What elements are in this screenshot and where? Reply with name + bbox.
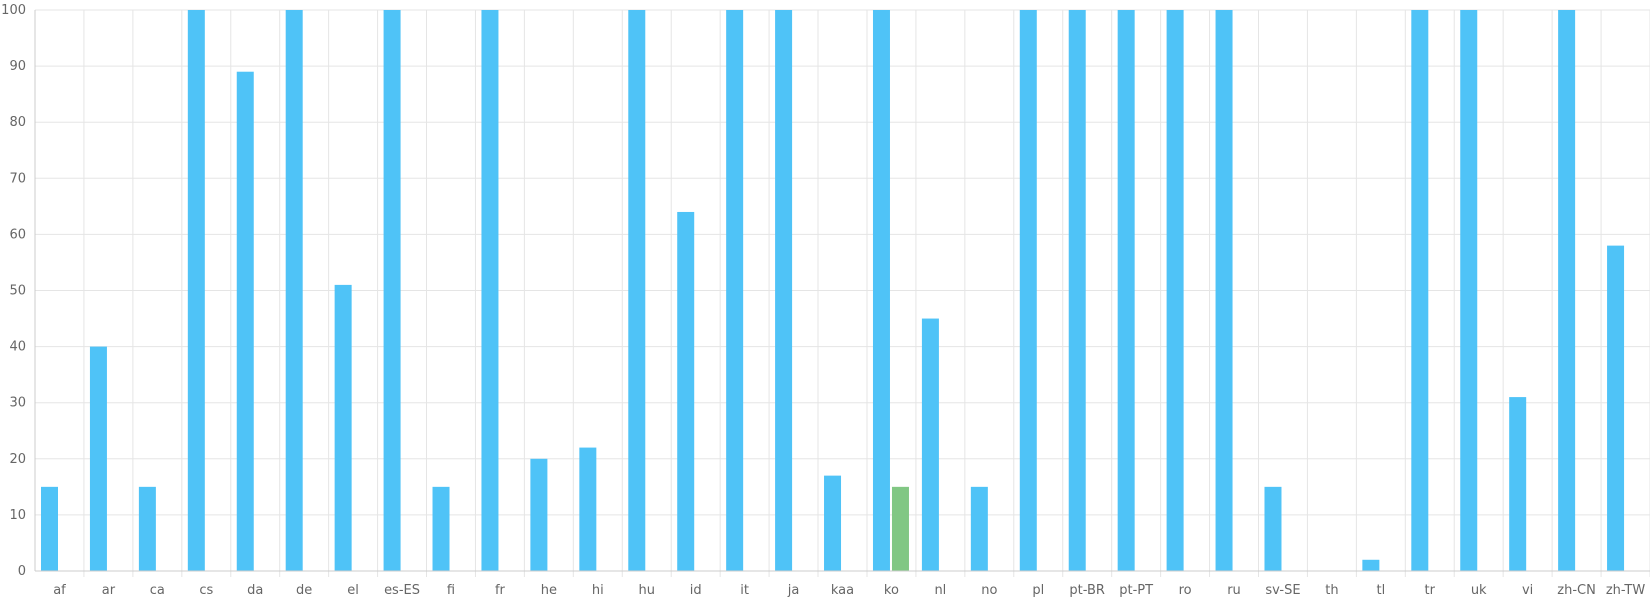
bar-kaa[interactable]: [824, 475, 842, 571]
bar-es-ES[interactable]: [383, 10, 401, 571]
bar-hu[interactable]: [628, 10, 646, 571]
bar-cs[interactable]: [187, 10, 205, 571]
bar-nl[interactable]: [921, 318, 939, 571]
bar-ru[interactable]: [1215, 10, 1233, 571]
bars: [41, 10, 1625, 572]
y-tick-label: 70: [9, 171, 26, 186]
x-tick-label: nl: [934, 583, 946, 598]
x-tick-label: da: [247, 583, 263, 598]
x-tick-label: fr: [495, 583, 506, 598]
y-tick-label: 60: [9, 227, 26, 242]
x-tick-label: he: [541, 583, 557, 598]
bar-ko-s1[interactable]: [891, 486, 909, 571]
bar-ro[interactable]: [1166, 10, 1184, 571]
x-tick-label: uk: [1471, 583, 1487, 598]
x-tick-label: ro: [1179, 583, 1192, 598]
x-tick-label: ar: [102, 583, 116, 598]
bar-id[interactable]: [677, 211, 695, 571]
bar-el[interactable]: [334, 284, 352, 571]
x-tick-label: sv-SE: [1265, 583, 1300, 598]
bar-da[interactable]: [236, 71, 254, 572]
bar-no[interactable]: [970, 486, 988, 571]
bar-tl[interactable]: [1362, 559, 1380, 571]
x-tick-label: it: [740, 583, 749, 598]
x-tick-label: es-ES: [384, 583, 420, 598]
bar-it[interactable]: [726, 10, 744, 571]
bar-sv-SE[interactable]: [1264, 486, 1282, 571]
x-tick-label: ru: [1227, 583, 1241, 598]
x-tick-label: pt-PT: [1119, 583, 1153, 598]
x-tick-label: no: [981, 583, 997, 598]
x-tick-label: ca: [150, 583, 165, 598]
y-tick-label: 10: [9, 508, 26, 523]
bar-tr[interactable]: [1411, 10, 1429, 571]
x-tick-label: pl: [1032, 583, 1044, 598]
y-tick-label: 100: [1, 3, 26, 18]
x-tick-label: th: [1325, 583, 1338, 598]
x-tick-label: id: [690, 583, 702, 598]
y-tick-label: 90: [9, 59, 26, 74]
x-tick-label: de: [296, 583, 312, 598]
bar-he[interactable]: [530, 458, 548, 571]
x-tick-label: fi: [447, 583, 455, 598]
x-tick-label: el: [347, 583, 359, 598]
y-tick-label: 80: [9, 115, 26, 130]
x-tick-label: zh-TW: [1606, 583, 1646, 598]
x-tick-label: kaa: [831, 583, 854, 598]
x-tick-labels: af ar ca cs da de el es-ES fi fr he hi hu id it ja kaa ko…: [53, 583, 1645, 598]
bar-fi[interactable]: [432, 486, 450, 571]
y-tick-label: 20: [9, 452, 26, 467]
bar-zh-TW[interactable]: [1607, 245, 1625, 571]
bar-ca[interactable]: [138, 486, 156, 571]
bar-pt-PT[interactable]: [1117, 10, 1135, 571]
x-tick-label: tl: [1376, 583, 1385, 598]
axes: [34, 10, 1650, 572]
x-tick-label: af: [53, 583, 66, 598]
x-tick-label: hu: [639, 583, 655, 598]
x-tick-label: hi: [592, 583, 604, 598]
x-tick-label: vi: [1522, 583, 1533, 598]
x-tick-label: ja: [787, 583, 800, 598]
bar-vi[interactable]: [1509, 397, 1527, 571]
y-tick-label: 40: [9, 340, 26, 355]
bar-de[interactable]: [285, 10, 303, 571]
bar-pl[interactable]: [1019, 10, 1037, 571]
x-tick-label: cs: [199, 583, 213, 598]
bar-ja[interactable]: [775, 10, 793, 571]
y-tick-label: 50: [9, 284, 26, 299]
bar-zh-CN[interactable]: [1558, 10, 1576, 571]
x-tick-label: pt-BR: [1069, 583, 1105, 598]
bar-ar[interactable]: [89, 346, 107, 571]
bar-ko[interactable]: [872, 10, 890, 571]
x-tick-label: tr: [1425, 583, 1436, 598]
bar-pt-BR[interactable]: [1068, 10, 1086, 571]
x-tick-label: ko: [884, 583, 899, 598]
bar-uk[interactable]: [1460, 10, 1478, 571]
grid-lines: [35, 9, 1650, 577]
y-tick-label: 30: [9, 396, 26, 411]
bar-fr[interactable]: [481, 10, 499, 571]
y-tick-labels: 0 10 20 30 40 50 60 70 80 90 100: [1, 3, 26, 579]
y-tick-label: 0: [18, 564, 26, 579]
bar-af[interactable]: [41, 486, 58, 571]
bar-hi[interactable]: [579, 447, 597, 571]
x-tick-label: zh-CN: [1557, 583, 1596, 598]
